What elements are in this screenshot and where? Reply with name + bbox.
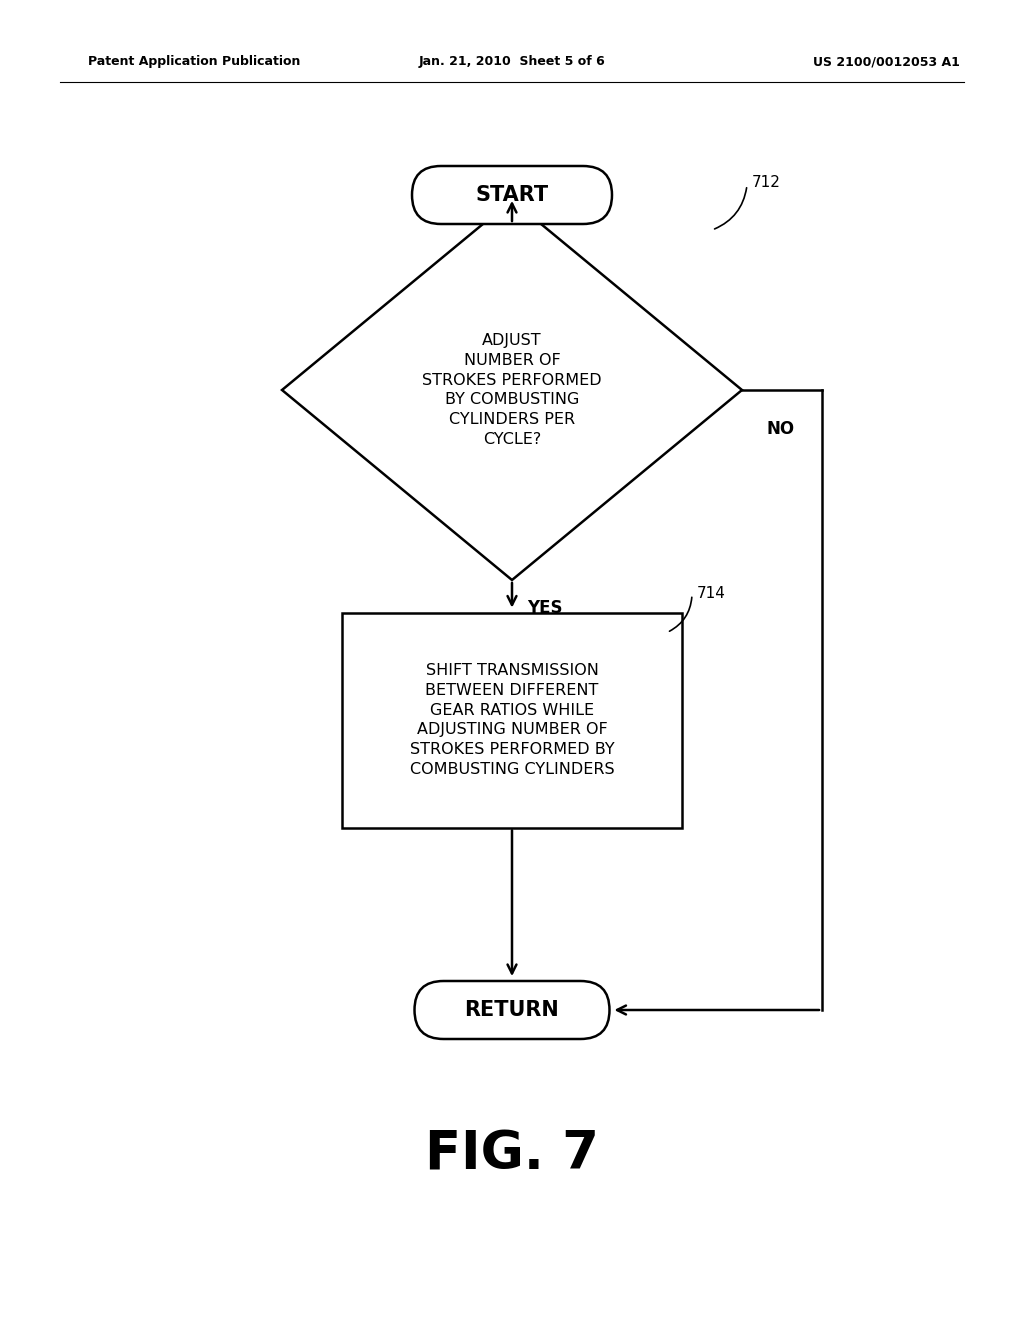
Text: YES: YES (527, 599, 562, 616)
FancyBboxPatch shape (412, 166, 612, 224)
Text: 714: 714 (697, 586, 726, 601)
Text: US 2100/0012053 A1: US 2100/0012053 A1 (813, 55, 961, 69)
FancyBboxPatch shape (342, 612, 682, 828)
Text: NO: NO (767, 420, 795, 438)
Text: RETURN: RETURN (465, 1001, 559, 1020)
Text: ADJUST
NUMBER OF
STROKES PERFORMED
BY COMBUSTING
CYLINDERS PER
CYCLE?: ADJUST NUMBER OF STROKES PERFORMED BY CO… (422, 333, 602, 447)
Text: FIG. 7: FIG. 7 (425, 1129, 599, 1181)
FancyBboxPatch shape (415, 981, 609, 1039)
Text: SHIFT TRANSMISSION
BETWEEN DIFFERENT
GEAR RATIOS WHILE
ADJUSTING NUMBER OF
STROK: SHIFT TRANSMISSION BETWEEN DIFFERENT GEA… (410, 663, 614, 777)
Text: Patent Application Publication: Patent Application Publication (88, 55, 300, 69)
Text: START: START (475, 185, 549, 205)
Polygon shape (282, 201, 742, 579)
Text: 712: 712 (752, 176, 781, 190)
Text: Jan. 21, 2010  Sheet 5 of 6: Jan. 21, 2010 Sheet 5 of 6 (419, 55, 605, 69)
